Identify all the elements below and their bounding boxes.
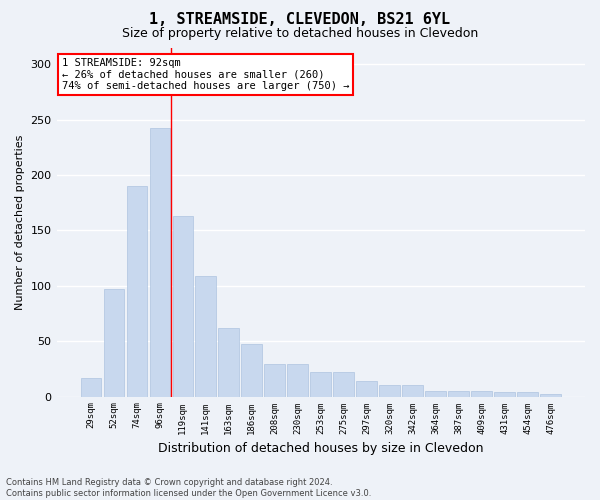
Bar — [287, 364, 308, 396]
Bar — [173, 216, 193, 396]
Y-axis label: Number of detached properties: Number of detached properties — [15, 134, 25, 310]
Bar — [80, 378, 101, 396]
X-axis label: Distribution of detached houses by size in Clevedon: Distribution of detached houses by size … — [158, 442, 484, 455]
Bar — [517, 392, 538, 396]
Bar — [356, 381, 377, 396]
Bar — [448, 391, 469, 396]
Bar — [310, 372, 331, 396]
Bar — [149, 128, 170, 396]
Bar — [472, 391, 492, 396]
Text: Size of property relative to detached houses in Clevedon: Size of property relative to detached ho… — [122, 28, 478, 40]
Text: Contains HM Land Registry data © Crown copyright and database right 2024.
Contai: Contains HM Land Registry data © Crown c… — [6, 478, 371, 498]
Bar — [379, 386, 400, 396]
Text: 1 STREAMSIDE: 92sqm
← 26% of detached houses are smaller (260)
74% of semi-detac: 1 STREAMSIDE: 92sqm ← 26% of detached ho… — [62, 58, 349, 91]
Text: 1, STREAMSIDE, CLEVEDON, BS21 6YL: 1, STREAMSIDE, CLEVEDON, BS21 6YL — [149, 12, 451, 28]
Bar — [494, 392, 515, 396]
Bar — [334, 372, 354, 396]
Bar — [241, 344, 262, 397]
Bar — [196, 276, 216, 396]
Bar — [540, 394, 561, 396]
Bar — [425, 391, 446, 396]
Bar — [104, 289, 124, 397]
Bar — [265, 364, 285, 396]
Bar — [218, 328, 239, 396]
Bar — [127, 186, 147, 396]
Bar — [403, 386, 423, 396]
